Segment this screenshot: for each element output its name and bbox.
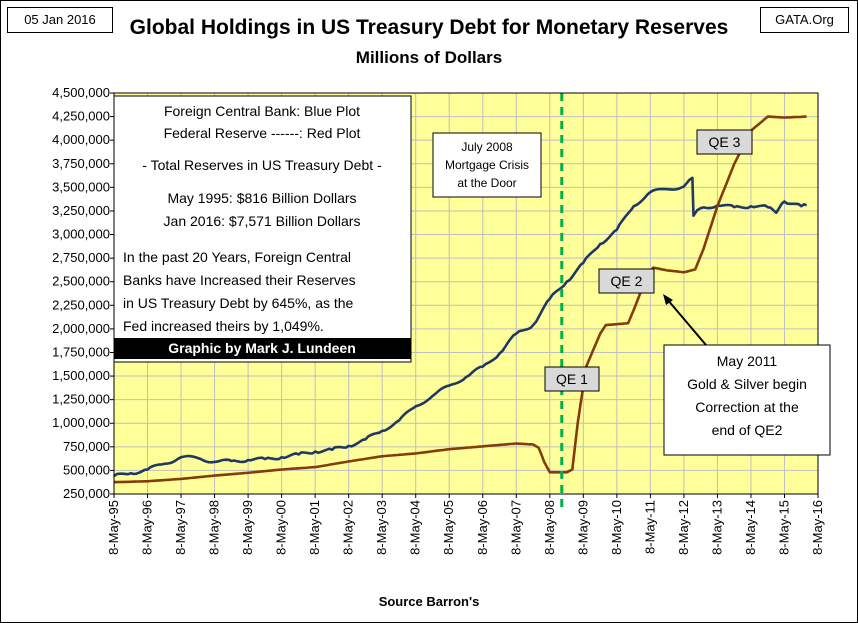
x-tick-label: 8-May-11 bbox=[642, 500, 657, 554]
qe1-box bbox=[544, 366, 600, 392]
qe3-label: QE 3 bbox=[709, 134, 741, 150]
may2011-line: end of QE2 bbox=[712, 422, 783, 438]
x-tick-label: 8-May-14 bbox=[743, 500, 758, 555]
annotations: Foreign Central Bank: Blue Plot Federal R… bbox=[113, 95, 831, 456]
info-line: - Total Reserves in US Treasury Debt - bbox=[142, 157, 382, 173]
x-tick-label: 8-May-98 bbox=[207, 500, 222, 555]
x-tick-label: 8-May-95 bbox=[106, 500, 121, 555]
y-axis-ticks: 250,000 500,000 750,000 1,000,000 1,250,000 1… bbox=[52, 85, 114, 501]
qe3-box bbox=[696, 129, 753, 155]
y-tick-label: 4,500,000 bbox=[52, 85, 110, 100]
qe2-box bbox=[598, 268, 655, 294]
x-tick-label: 8-May-09 bbox=[575, 500, 590, 555]
x-tick-label: 8-May-04 bbox=[408, 500, 423, 555]
info-box bbox=[113, 95, 412, 363]
y-tick-label: 250,000 bbox=[63, 486, 110, 501]
x-tick-label: 8-May-12 bbox=[676, 500, 691, 555]
credit-text: Graphic by Mark J. Lundeen bbox=[168, 340, 356, 356]
x-tick-label: 8-May-02 bbox=[341, 500, 356, 555]
y-tick-label: 4,250,000 bbox=[52, 109, 110, 124]
x-axis-ticks: 8-May-95 8-May-96 8-May-97 8-May-98 8-May-99… bbox=[106, 494, 825, 555]
info-line: Jan 2016: $7,571 Billion Dollars bbox=[164, 213, 361, 229]
info-paragraph-line: Banks have Increased their Reserves bbox=[123, 272, 356, 288]
chart-title: Global Holdings in US Treasury Debt for … bbox=[129, 16, 729, 39]
x-tick-label: 8-May-07 bbox=[508, 500, 523, 555]
y-tick-label: 3,000,000 bbox=[52, 227, 110, 242]
date-label: 05 Jan 2016 bbox=[7, 7, 113, 33]
x-tick-label: 8-May-08 bbox=[542, 500, 557, 555]
info-paragraph-line: In the past 20 Years, Foreign Central bbox=[123, 249, 351, 265]
crisis-box bbox=[432, 132, 542, 198]
x-tick-label: 8-May-96 bbox=[140, 500, 155, 555]
y-tick-label: 1,500,000 bbox=[52, 368, 110, 383]
x-tick-label: 8-May-13 bbox=[709, 500, 724, 555]
y-tick-label: 1,250,000 bbox=[52, 392, 110, 407]
y-tick-label: 3,750,000 bbox=[52, 156, 110, 171]
annotation-arrow bbox=[666, 298, 707, 346]
x-tick-label: 8-May-01 bbox=[307, 500, 322, 555]
crisis-line: Mortgage Crisis bbox=[445, 158, 529, 172]
may2011-line: May 2011 bbox=[717, 353, 778, 369]
x-axis-label: Source Barron's bbox=[378, 594, 480, 609]
y-tick-label: 1,750,000 bbox=[52, 344, 110, 359]
info-line: Foreign Central Bank: Blue Plot bbox=[164, 103, 360, 119]
chart-subtitle: Millions of Dollars bbox=[355, 48, 503, 67]
series-lines bbox=[113, 115, 808, 484]
x-tick-label: 8-May-06 bbox=[475, 500, 490, 555]
series-line-0 bbox=[113, 176, 808, 478]
x-tick-label: 8-May-16 bbox=[810, 500, 825, 555]
crisis-line: at the Door bbox=[457, 176, 516, 190]
may2011-box bbox=[663, 344, 831, 456]
qe2-label: QE 2 bbox=[611, 273, 643, 289]
info-line: May 1995: $816 Billion Dollars bbox=[167, 190, 356, 206]
x-tick-label: 8-May-00 bbox=[274, 500, 289, 555]
qe1-label: QE 1 bbox=[556, 371, 588, 387]
crisis-line: July 2008 bbox=[461, 140, 513, 154]
x-tick-label: 8-May-97 bbox=[173, 500, 188, 555]
series-line-1 bbox=[113, 115, 807, 484]
y-tick-label: 2,500,000 bbox=[52, 274, 110, 289]
may2011-line: Correction at the bbox=[695, 399, 799, 415]
info-paragraph-line: in US Treasury Debt by 645%, as the bbox=[123, 295, 354, 311]
x-tick-label: 8-May-10 bbox=[609, 500, 624, 555]
y-tick-label: 750,000 bbox=[63, 439, 110, 454]
y-tick-label: 4,000,000 bbox=[52, 132, 110, 147]
may2011-line: Gold & Silver begin bbox=[687, 376, 807, 392]
info-paragraph-line: Fed increased theirs by 1,049%. bbox=[123, 318, 324, 334]
x-tick-label: 8-May-05 bbox=[441, 500, 456, 555]
info-line: Federal Reserve ------: Red Plot bbox=[164, 125, 361, 141]
x-tick-label: 8-May-03 bbox=[374, 500, 389, 555]
y-tick-label: 2,750,000 bbox=[52, 250, 110, 265]
y-tick-label: 3,250,000 bbox=[52, 203, 110, 218]
x-tick-label: 8-May-99 bbox=[240, 500, 255, 555]
y-tick-label: 2,250,000 bbox=[52, 297, 110, 312]
annotation-arrowhead bbox=[663, 294, 673, 305]
credit-bar bbox=[114, 338, 411, 359]
y-tick-label: 1,000,000 bbox=[52, 415, 110, 430]
site-label: GATA.Org bbox=[760, 7, 849, 33]
y-tick-label: 2,000,000 bbox=[52, 321, 110, 336]
x-tick-label: 8-May-15 bbox=[776, 500, 791, 555]
y-tick-label: 3,500,000 bbox=[52, 179, 110, 194]
y-tick-label: 500,000 bbox=[63, 462, 110, 477]
